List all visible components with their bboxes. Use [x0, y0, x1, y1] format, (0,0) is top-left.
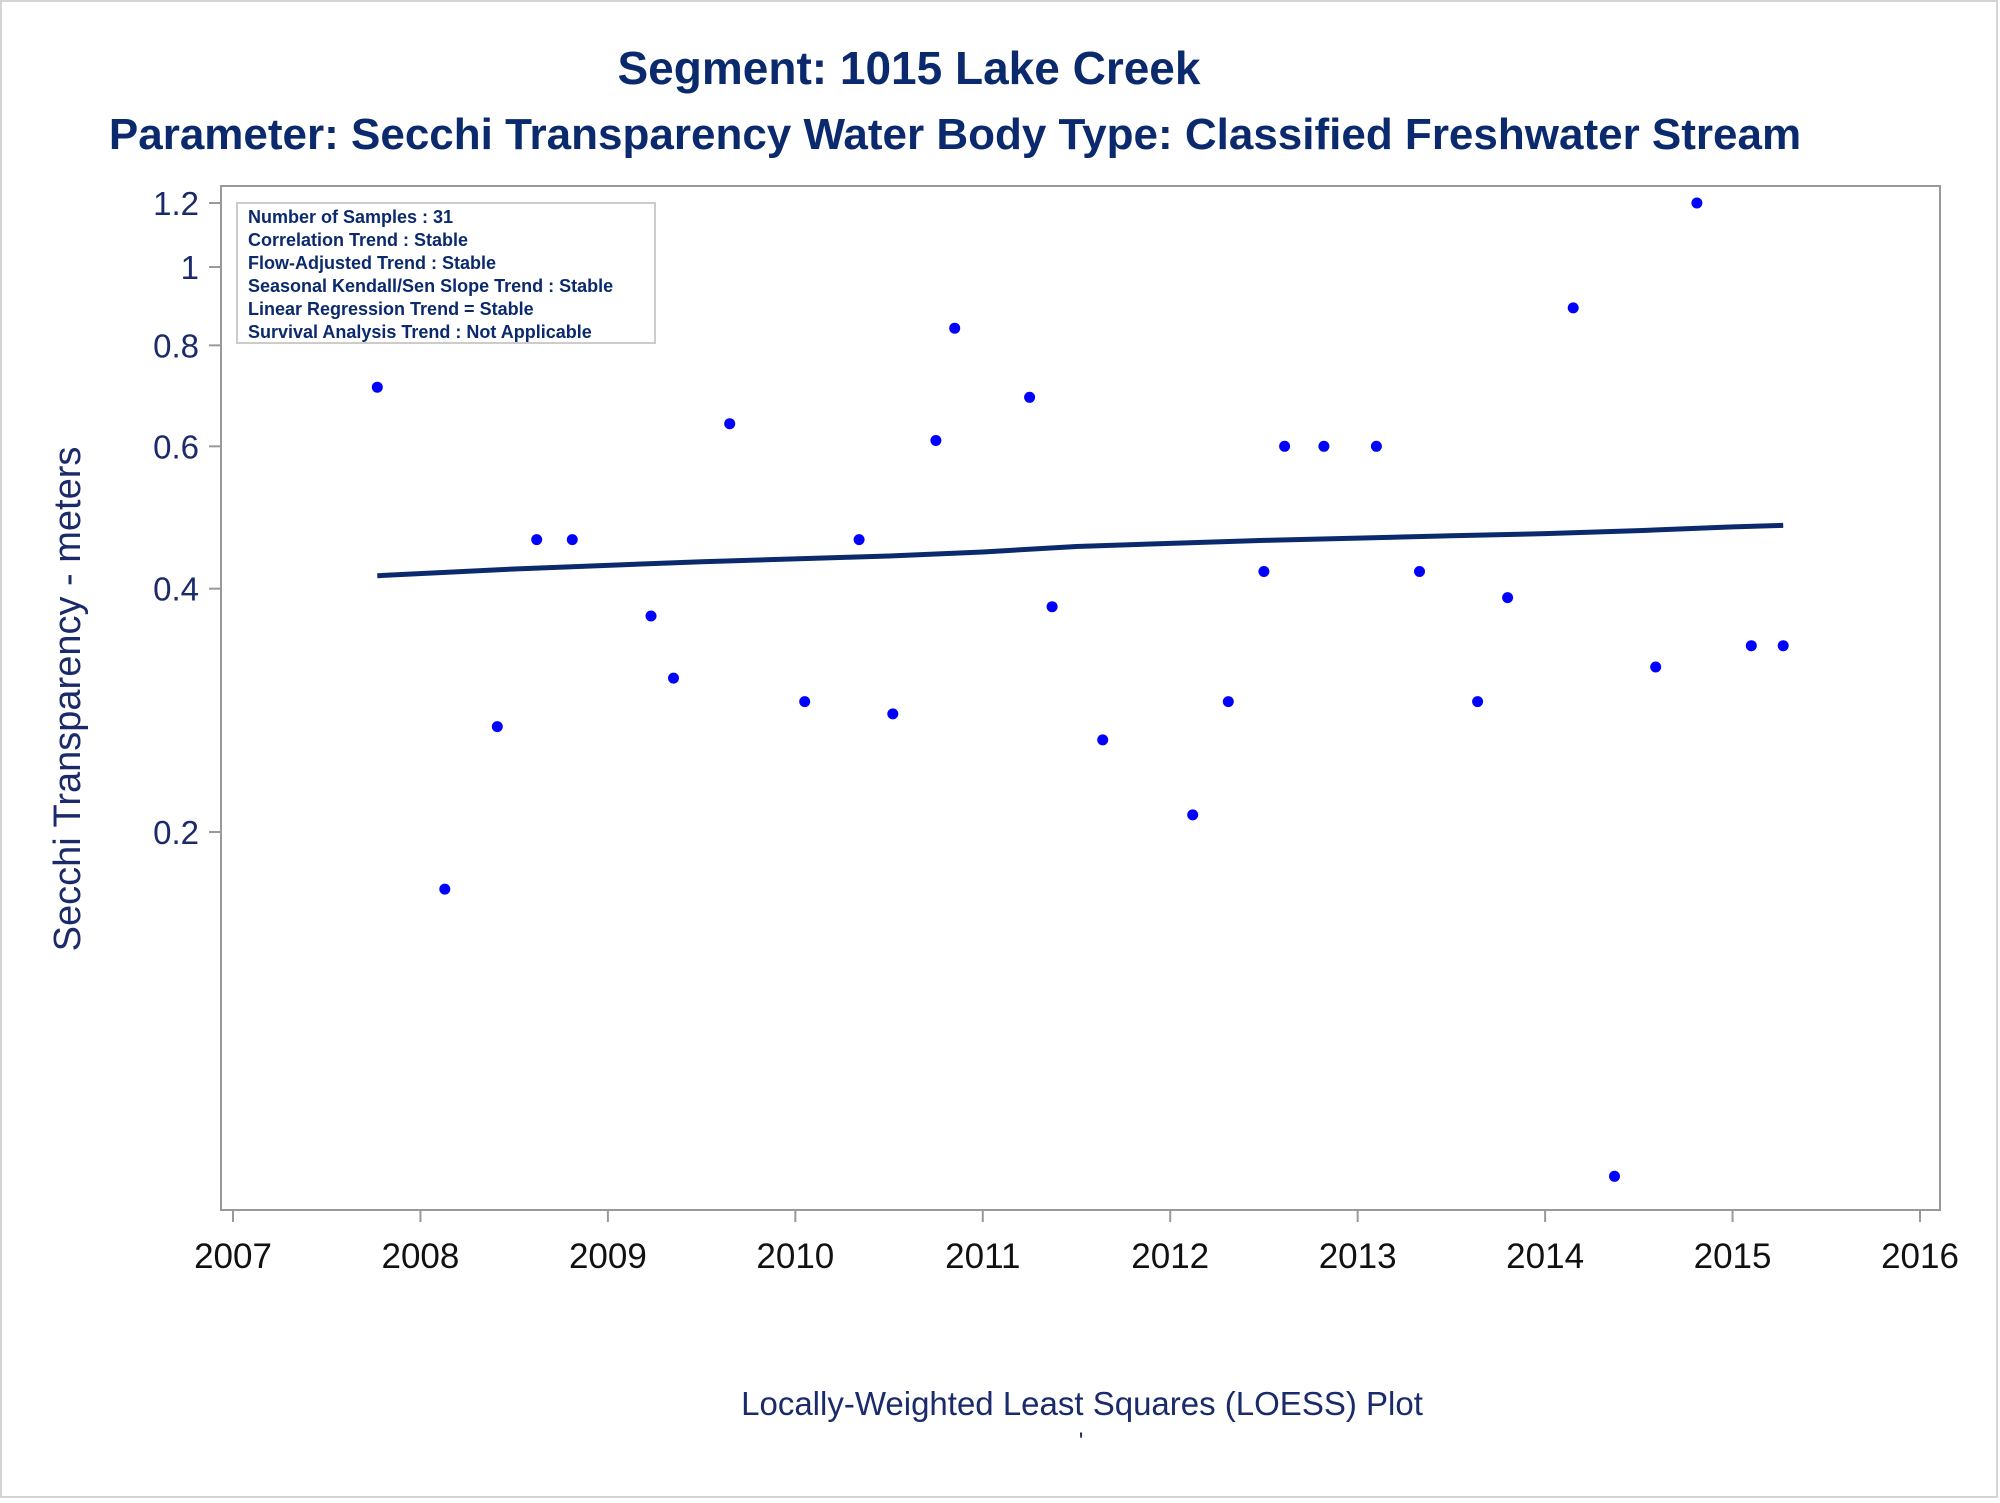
stats-line-samples: Number of Samples : 31 — [248, 207, 453, 227]
y-tick-label: 1.2 — [153, 185, 199, 222]
x-tick-label: 2009 — [569, 1237, 647, 1276]
data-point — [1745, 640, 1757, 652]
data-point — [1370, 440, 1382, 452]
data-point — [1691, 197, 1703, 209]
y-axis: 0.2 0.4 0.6 0.8 1 1.2 — [153, 185, 221, 851]
y-tick-label: 0.8 — [153, 327, 199, 364]
stats-line-flow-adjusted: Flow-Adjusted Trend : Stable — [248, 253, 496, 273]
data-point — [1502, 592, 1514, 604]
data-point — [668, 672, 679, 684]
x-tick-label: 2007 — [194, 1237, 272, 1276]
y-tick-label: 0.4 — [153, 571, 199, 608]
x-tick-label: 2016 — [1881, 1237, 1959, 1276]
data-point — [491, 721, 503, 733]
data-point — [1567, 302, 1579, 314]
x-tick-label: 2012 — [1131, 1237, 1209, 1276]
stats-line-correlation: Correlation Trend : Stable — [248, 230, 468, 250]
x-tick-label: 2014 — [1506, 1237, 1584, 1276]
chart-subtitle: Parameter: Secchi Transparency Water Bod… — [109, 110, 1801, 159]
data-point — [1650, 661, 1662, 673]
data-point — [799, 696, 811, 708]
x-tick-label: 2011 — [945, 1237, 1020, 1276]
data-point — [1777, 640, 1789, 652]
data-point — [1187, 809, 1199, 821]
chart-title: Segment: 1015 Lake Creek — [618, 42, 1201, 94]
data-points-layer — [371, 197, 1789, 1182]
y-axis-label: Secchi Transparency - meters — [47, 447, 89, 952]
y-tick-label: 0.2 — [153, 814, 199, 851]
stats-legend-frame — [236, 202, 656, 344]
y-tick-label: 1 — [181, 249, 199, 286]
x-tick-label: 2013 — [1319, 1237, 1397, 1276]
data-point — [645, 610, 657, 622]
data-point — [949, 322, 961, 334]
loess-trend-line — [377, 522, 1784, 579]
data-point — [1258, 566, 1270, 577]
data-point — [1609, 1170, 1620, 1182]
footnote-mark: ' — [1079, 1428, 1084, 1455]
data-point — [1318, 440, 1330, 452]
data-point — [887, 708, 899, 720]
data-point — [930, 435, 942, 446]
data-point — [1046, 601, 1058, 613]
data-point — [1024, 391, 1036, 403]
data-point — [531, 534, 543, 546]
data-point — [1222, 696, 1234, 708]
stats-line-linear-regression: Linear Regression Trend = Stable — [248, 299, 534, 319]
data-point — [853, 534, 865, 546]
x-axis: 2007 2008 2009 2010 2011 2012 2013 2014 2015 2016 — [194, 1210, 1959, 1276]
x-axis-label: Locally-Weighted Least Squares (LOESS) P… — [741, 1385, 1423, 1422]
data-point — [566, 534, 578, 546]
x-tick-label: 2015 — [1694, 1237, 1772, 1276]
data-point — [1414, 566, 1425, 577]
y-tick-label: 0.6 — [153, 428, 199, 465]
x-tick-label: 2010 — [756, 1237, 834, 1276]
data-point — [1472, 696, 1484, 708]
stats-legend-box: Number of Samples : 31 Correlation Trend… — [236, 202, 656, 344]
x-tick-label: 2008 — [382, 1237, 460, 1276]
loess-line-layer — [377, 522, 1784, 579]
data-point — [724, 418, 736, 430]
data-point — [1097, 734, 1109, 746]
data-point — [371, 381, 383, 393]
stats-line-seasonal-kendall: Seasonal Kendall/Sen Slope Trend : Stabl… — [248, 276, 613, 296]
data-point — [1279, 440, 1291, 452]
stats-line-survival-analysis: Survival Analysis Trend : Not Applicable — [248, 322, 592, 342]
plot-area — [220, 185, 1941, 1211]
data-point — [439, 883, 451, 895]
